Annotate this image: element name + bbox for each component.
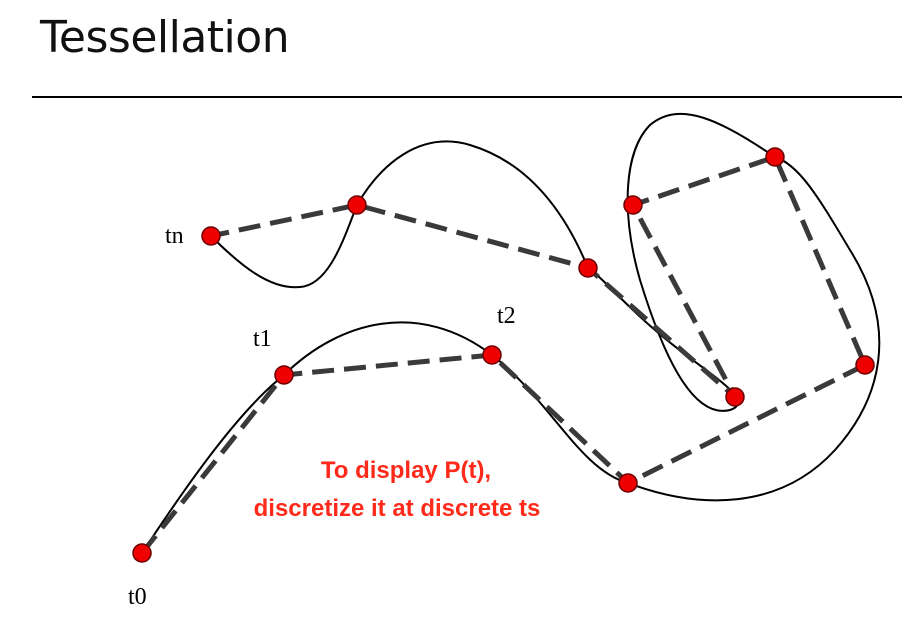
sample-point [765, 147, 785, 167]
sample-point-t0 [132, 543, 152, 563]
label-t0: t0 [128, 584, 147, 610]
title-divider [32, 96, 902, 98]
sample-point [578, 258, 598, 278]
sample-point-t1 [274, 365, 294, 385]
caption-line-2: discretize it at discrete ts [254, 495, 541, 522]
slide-title: Tessellation [40, 12, 290, 63]
sample-points [132, 147, 875, 563]
sample-point [623, 195, 643, 215]
sample-point [618, 473, 638, 493]
sample-point [725, 387, 745, 407]
label-tn: tn [165, 223, 184, 249]
tessellation-polyline [140, 154, 868, 555]
caption-line-1: To display P(t), [321, 457, 491, 484]
label-t2: t2 [497, 303, 516, 329]
sample-point [347, 195, 367, 215]
sample-point-t2 [482, 345, 502, 365]
sample-point-tn [201, 226, 221, 246]
label-t1: t1 [253, 326, 272, 352]
sample-point [855, 355, 875, 375]
